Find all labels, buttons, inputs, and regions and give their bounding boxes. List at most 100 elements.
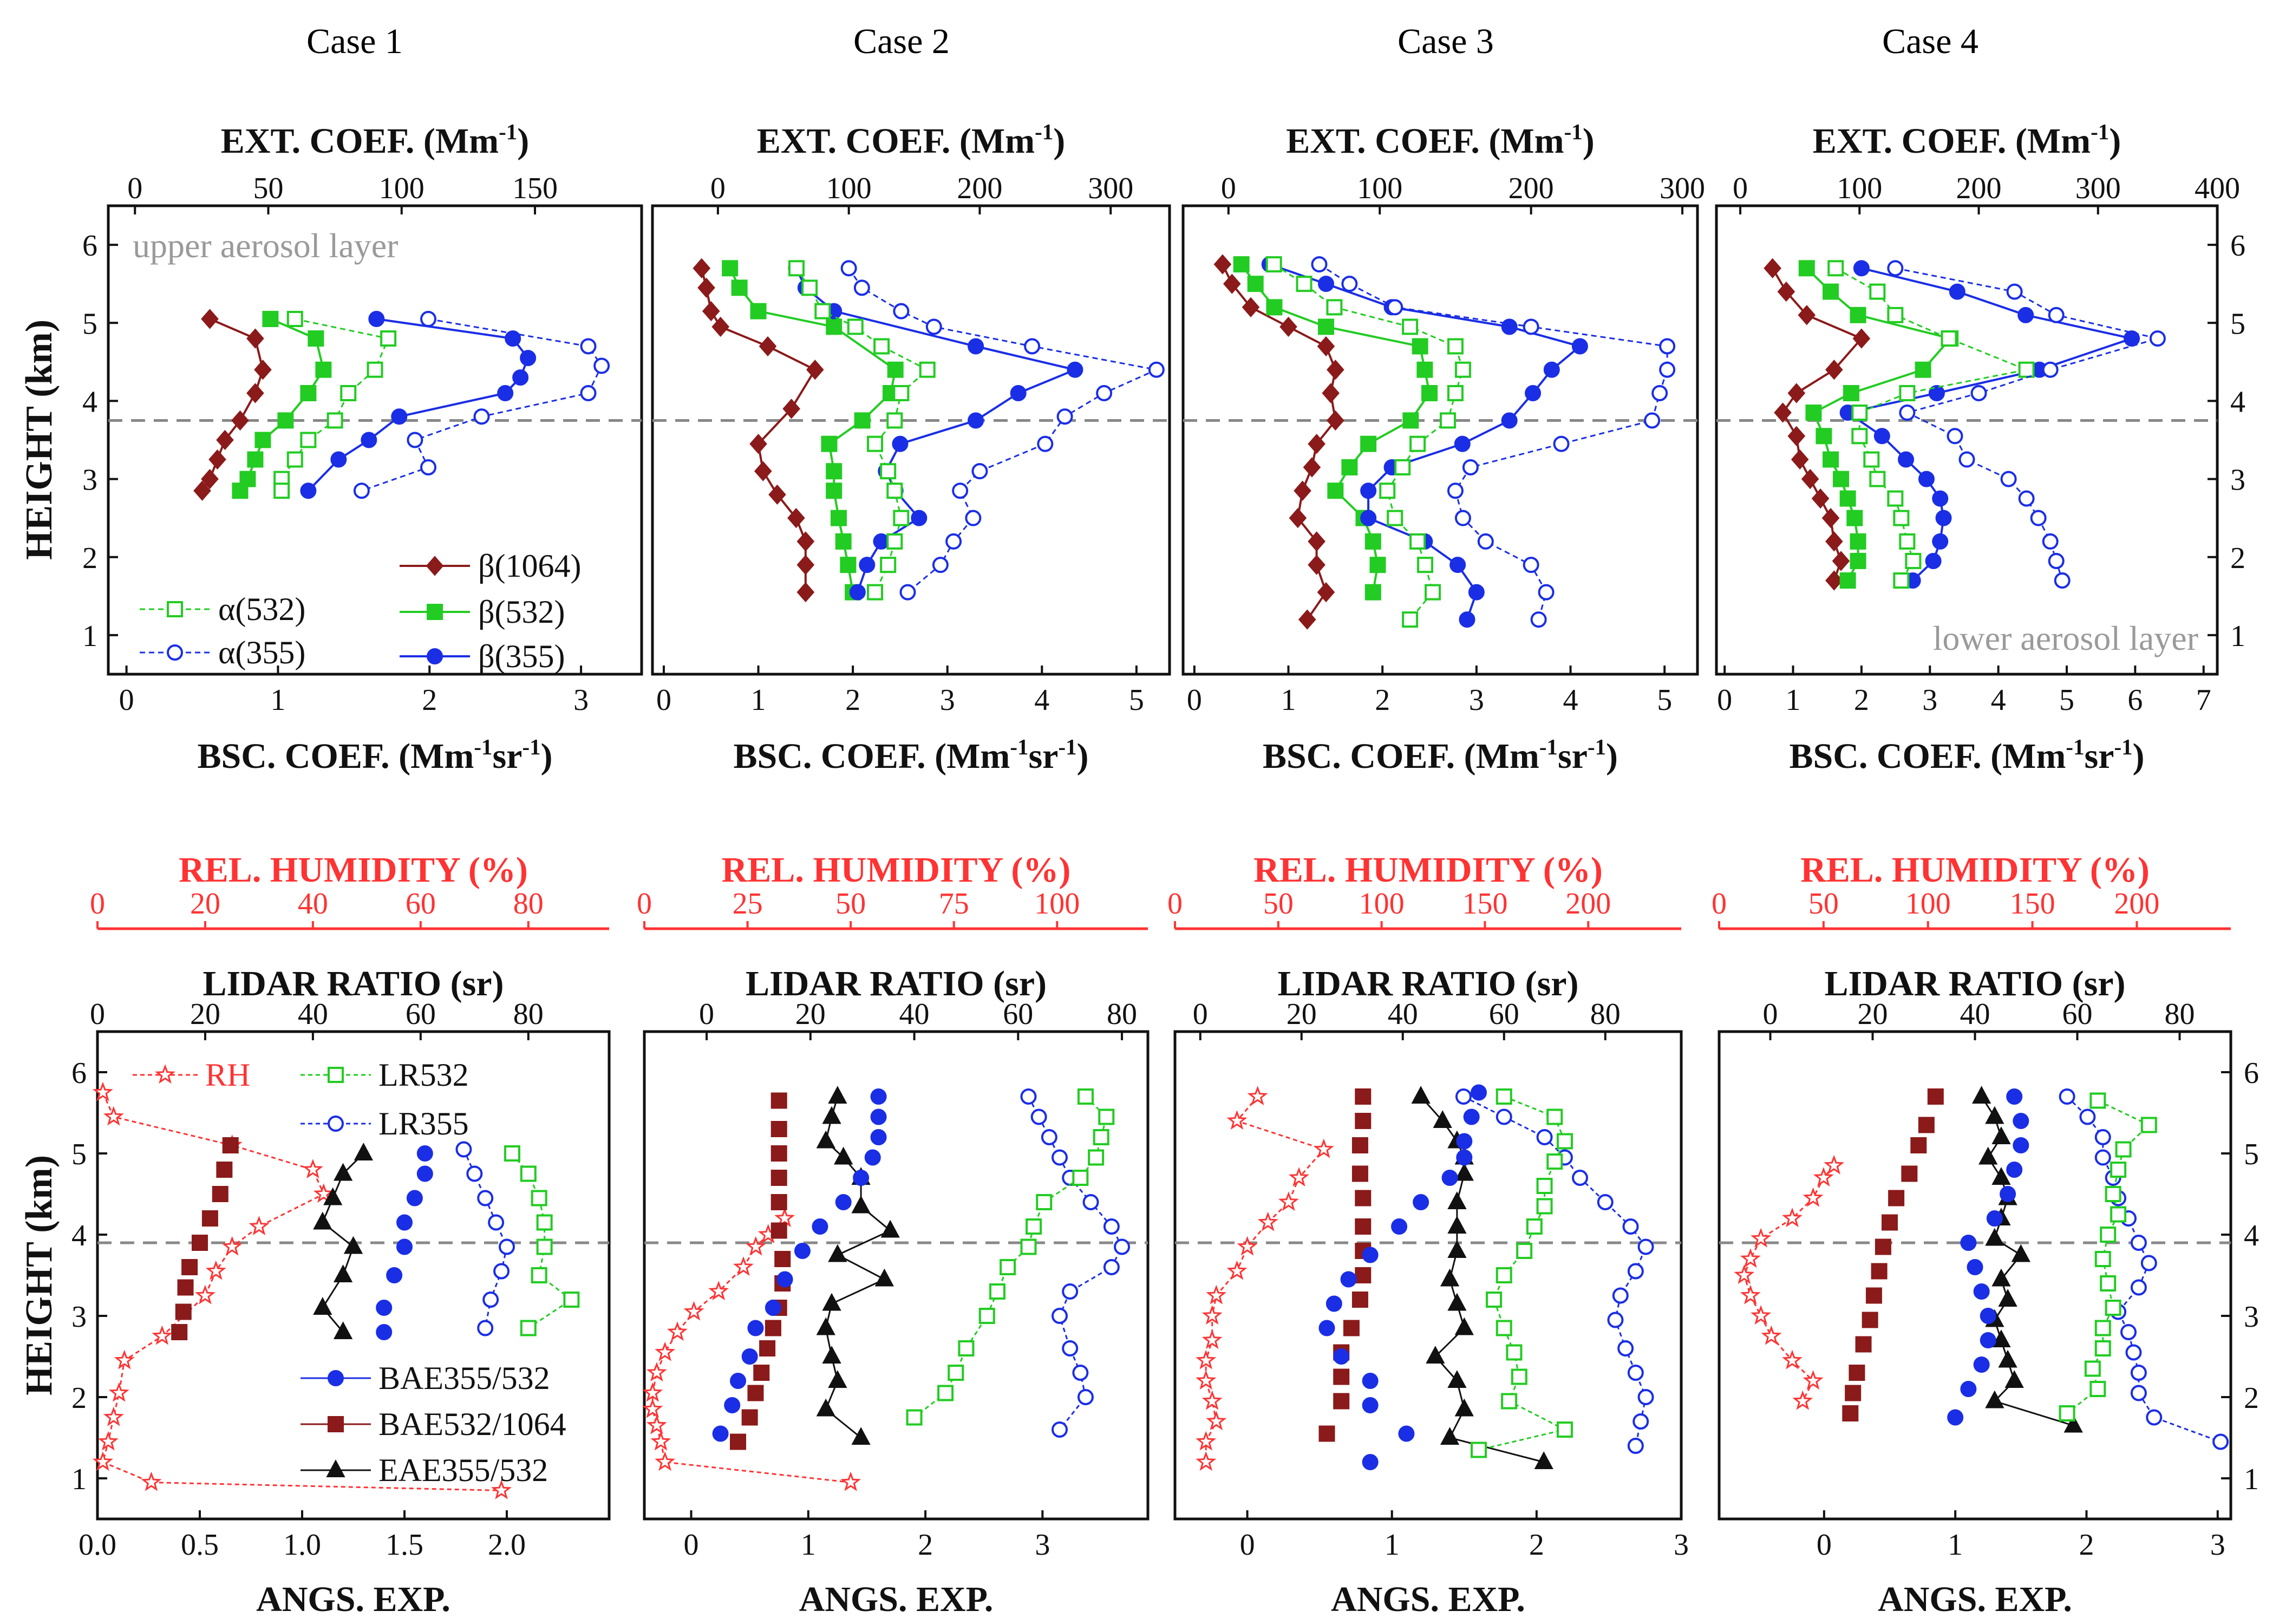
- legend-marker-bae532: [328, 1416, 344, 1432]
- point-rh-7: [1740, 1284, 1761, 1305]
- rh-axis-title: REL. HUMIDITY (%): [1800, 850, 2150, 890]
- point-b1064-10: [1811, 488, 1830, 509]
- point-bae532-11: [1849, 1365, 1865, 1381]
- point-bae355-9: [1325, 1295, 1342, 1312]
- point-a532-9: [880, 463, 897, 480]
- lr-axis-ticklabel-0: 0: [1193, 997, 1208, 1031]
- point-bae532-5: [1882, 1214, 1898, 1231]
- point-b355-11: [1360, 510, 1377, 526]
- point-lr532-14: [2059, 1405, 2075, 1421]
- point-bae355-5: [1413, 1194, 1429, 1210]
- point-rh-8: [1206, 1284, 1227, 1305]
- point-a355-7: [1056, 408, 1073, 425]
- rh-axis-title: REL. HUMIDITY (%): [1253, 850, 1603, 890]
- point-rh-6: [221, 1236, 243, 1256]
- point-lr532-2: [1093, 1129, 1109, 1145]
- plot-frame: [651, 204, 1171, 676]
- point-b1064-11: [1821, 508, 1840, 529]
- point-rh-12: [650, 1431, 671, 1451]
- point-b532-4: [1412, 338, 1428, 355]
- point-rh-10: [1201, 1329, 1223, 1349]
- point-b532-6: [1421, 385, 1438, 401]
- point-a355-12: [945, 533, 962, 550]
- ext-axis-title: EXT. COEF. (Mm-1): [1813, 120, 2121, 161]
- point-lr532-6: [563, 1292, 580, 1308]
- point-b532-13: [1850, 552, 1866, 569]
- rh-axis-ticklabel-4: 80: [513, 887, 544, 921]
- point-b1064-1: [1223, 273, 1241, 294]
- point-bae532-7: [175, 1303, 192, 1320]
- point-b532-9: [1832, 471, 1849, 487]
- point-a532-5: [300, 432, 317, 448]
- rh-axis-title: REL. HUMIDITY (%): [179, 850, 528, 890]
- point-a532-0: [1265, 256, 1282, 273]
- point-rh-15: [141, 1471, 162, 1491]
- point-a355-10: [952, 482, 969, 499]
- lr-axis-ticklabel-4: 80: [1590, 997, 1621, 1031]
- point-lr355-10: [1052, 1308, 1068, 1324]
- point-bae532-14: [730, 1433, 747, 1450]
- point-bae532-8: [1865, 1287, 1882, 1304]
- rh-axis-ticklabel-1: 50: [1808, 887, 1839, 921]
- ext-axis-title: EXT. COEF. (Mm-1): [221, 120, 529, 161]
- point-a532-15: [1402, 611, 1419, 628]
- case-title-3: Case 3: [1398, 22, 1494, 61]
- point-b532-4: [1915, 361, 1931, 378]
- bsc-axis-ticklabel-1: 1: [1281, 683, 1296, 717]
- point-bae355-15: [1362, 1454, 1379, 1470]
- bsc-axis-ticklabel-3: 3: [1469, 683, 1484, 717]
- point-b355-9: [1918, 471, 1935, 487]
- point-lr355-9: [1612, 1287, 1629, 1304]
- point-lr532-9: [989, 1283, 1005, 1300]
- point-a355-0: [1311, 256, 1328, 273]
- point-b532-0: [722, 260, 739, 277]
- point-bae532-6: [774, 1251, 791, 1267]
- point-b532-1: [308, 330, 324, 347]
- point-lr355-13: [2130, 1365, 2147, 1381]
- point-b1064-8: [193, 480, 211, 501]
- point-bae532-12: [1333, 1393, 1350, 1410]
- angs-axis-ticklabel-1: 1: [1948, 1528, 1963, 1562]
- point-bae532-0: [222, 1137, 239, 1153]
- point-eae-13: [1998, 1349, 2017, 1368]
- angs-axis-ticklabel-1: 0.5: [181, 1528, 219, 1562]
- point-rh-11: [1803, 1370, 1824, 1390]
- point-b355-10: [911, 510, 928, 526]
- height-axis-ticklabel-2: 3: [82, 464, 97, 497]
- point-b532-2: [315, 361, 332, 378]
- point-lr532-2: [2115, 1141, 2132, 1158]
- point-lr532-0: [2089, 1092, 2106, 1109]
- bsc-axis-ticklabel-2: 2: [422, 683, 437, 717]
- point-lr532-1: [1546, 1108, 1563, 1125]
- point-a355-8: [1037, 435, 1054, 452]
- point-lr532-8: [2100, 1275, 2117, 1292]
- point-rh-13: [655, 1451, 676, 1471]
- point-rh-7: [205, 1260, 226, 1280]
- point-b355-7: [892, 435, 909, 452]
- point-bae532-2: [1351, 1137, 1368, 1153]
- point-b532-13: [1369, 557, 1386, 573]
- point-a355-2: [893, 303, 910, 319]
- legend-label-bae532: BAE532/1064: [378, 1406, 566, 1442]
- point-rh-3: [303, 1159, 323, 1179]
- point-rh-1: [1813, 1167, 1834, 1187]
- point-b532-14: [1839, 572, 1856, 589]
- point-b532-1: [1247, 276, 1264, 292]
- lr-axis-ticklabel-3: 60: [1003, 997, 1033, 1031]
- point-a355-1: [853, 279, 870, 296]
- point-a355-11: [1454, 510, 1471, 526]
- point-eae-14: [851, 1427, 871, 1445]
- point-b355-10: [1360, 482, 1377, 499]
- point-bae355-2: [2013, 1137, 2029, 1153]
- point-bae355-11: [1333, 1348, 1350, 1365]
- point-b532-12: [1850, 533, 1866, 550]
- point-bae532-6: [177, 1279, 194, 1296]
- point-b532-2: [1850, 306, 1866, 323]
- point-a355-9: [1462, 459, 1479, 475]
- point-rh-8: [194, 1284, 216, 1305]
- point-b532-9: [826, 482, 843, 499]
- point-b532-0: [1233, 256, 1250, 273]
- point-b1064-14: [1825, 570, 1843, 591]
- legend-marker-a532: [167, 601, 183, 617]
- point-eae-7: [828, 1244, 847, 1262]
